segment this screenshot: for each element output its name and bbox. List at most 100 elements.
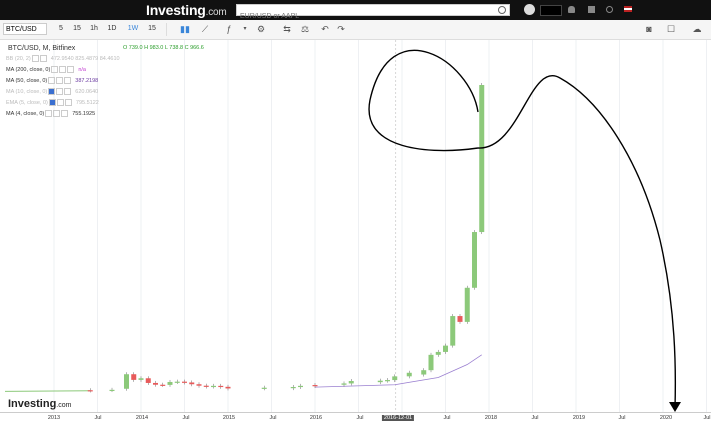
balance-icon[interactable]: ⚖ — [300, 24, 310, 34]
candle[interactable] — [189, 382, 195, 385]
indicator-label: MA (4, close, 0) — [6, 110, 45, 117]
redo-icon[interactable]: ↷ — [337, 24, 345, 34]
candle[interactable] — [392, 376, 398, 381]
portfolio-icon[interactable] — [588, 6, 595, 13]
us-flag-icon[interactable] — [624, 6, 632, 12]
candle[interactable] — [109, 389, 115, 392]
ma-line — [314, 354, 482, 388]
candle[interactable] — [479, 85, 485, 233]
clock-icon[interactable] — [606, 6, 613, 13]
indicators-icon[interactable]: ƒ — [226, 24, 232, 34]
x-cursor-label: 2016-12-01 — [381, 415, 415, 421]
candle[interactable] — [167, 381, 173, 385]
candle[interactable] — [138, 378, 144, 380]
settings-icon[interactable]: ⚙ — [256, 24, 266, 34]
cloud-icon[interactable]: ☁ — [692, 24, 702, 34]
x-tick-label: Jul — [269, 415, 277, 421]
timeframe-1d[interactable]: 1D — [107, 25, 117, 32]
drawn-arrow-annotation — [477, 74, 677, 409]
price-chart[interactable] — [0, 40, 711, 412]
x-tick-label: 2019 — [572, 415, 586, 421]
camera-icon[interactable]: ◙ — [646, 24, 652, 34]
candle[interactable] — [124, 374, 129, 389]
search-icon[interactable] — [498, 6, 506, 14]
x-tick-label: 2015 — [222, 415, 236, 421]
divider — [166, 23, 167, 36]
x-axis[interactable]: 2013 Jul 2014 Jul 2015 Jul 2016 Jul 2016… — [0, 412, 711, 425]
x-tick-label: 2016 — [309, 415, 323, 421]
x-tick-label: Jul — [182, 415, 190, 421]
candle[interactable] — [435, 351, 441, 355]
candle[interactable] — [428, 354, 434, 371]
candle[interactable] — [348, 381, 354, 384]
search-box[interactable] — [236, 4, 510, 22]
indicator-ma4[interactable]: MA (4, close, 0) 755.1925 — [6, 110, 95, 117]
x-tick-label: Jul — [443, 415, 451, 421]
x-tick-label: 2020 — [659, 415, 673, 421]
timeframe-15[interactable]: 15 — [73, 25, 81, 32]
x-tick-label: Jul — [531, 415, 539, 421]
indicator-label: BB (20, 2) — [6, 55, 31, 62]
candle[interactable] — [341, 383, 347, 385]
candle[interactable] — [472, 232, 477, 288]
indicator-value: 795.5122 — [75, 99, 99, 106]
indicator-bb[interactable]: BB (20, 2) 472.9540 825.4879 84.4610 — [6, 55, 120, 62]
candle[interactable] — [298, 385, 303, 388]
candle[interactable] — [457, 316, 463, 322]
ohlc-values: O 739.0 H 983.0 L 738.8 C 966.6 — [123, 45, 204, 51]
arrow-head-icon — [669, 402, 681, 412]
timeframe-1w[interactable]: 1W — [127, 25, 139, 32]
x-tick-label: Jul — [703, 415, 711, 421]
candle[interactable] — [182, 381, 187, 383]
early-price-line — [4, 390, 91, 392]
indicator-ma10[interactable]: MA (10, close, 0) 620.0640 — [6, 88, 98, 95]
indicator-label: MA (200, close, 0) — [6, 66, 51, 73]
candle[interactable] — [218, 385, 224, 388]
candle[interactable] — [406, 372, 412, 377]
x-tick-label: Jul — [618, 415, 626, 421]
timeframe-5[interactable]: 5 — [59, 25, 63, 32]
line-chart-icon[interactable]: ⟋ — [201, 24, 209, 34]
x-tick-label: Jul — [356, 415, 364, 421]
indicator-ma50[interactable]: MA (50, close, 0) 387.2198 — [6, 77, 98, 84]
x-tick-label: 2013 — [47, 415, 61, 421]
candle[interactable] — [196, 384, 202, 386]
candle[interactable] — [290, 386, 296, 389]
candle[interactable] — [385, 380, 390, 382]
symbol-input[interactable]: BTC/USD — [3, 23, 47, 35]
candle[interactable] — [211, 385, 216, 388]
candle[interactable] — [312, 385, 318, 387]
dropdown-icon[interactable]: ▾ — [243, 26, 247, 32]
indicator-ema5[interactable]: EMA (5, close, 0) 795.5122 — [6, 99, 99, 106]
top-header: Investing.com — [0, 0, 711, 22]
candle[interactable] — [160, 384, 166, 386]
candle[interactable] — [174, 381, 180, 383]
timeframe-dropdown[interactable]: 15 — [148, 25, 156, 32]
candle[interactable] — [261, 387, 267, 389]
timeframe-1h[interactable]: 1h — [90, 25, 98, 32]
x-tick-label: 2018 — [484, 415, 498, 421]
candle[interactable] — [377, 380, 383, 383]
candle[interactable] — [145, 378, 151, 383]
candles-icon[interactable]: ▮▮ — [180, 24, 190, 34]
compare-icon[interactable]: ⇆ — [283, 24, 291, 34]
candle[interactable] — [421, 370, 427, 375]
layout-icon[interactable]: ☐ — [666, 24, 676, 34]
candle[interactable] — [464, 287, 470, 322]
search-input[interactable] — [237, 11, 493, 22]
candle[interactable] — [450, 316, 456, 346]
bell-icon[interactable] — [568, 6, 575, 13]
candle[interactable] — [203, 385, 209, 387]
investing-logo[interactable]: Investing.com — [146, 2, 227, 18]
username-redacted[interactable] — [540, 5, 562, 16]
indicator-ma200[interactable]: MA (200, close, 0) n/a — [6, 66, 86, 73]
candle[interactable] — [87, 390, 93, 392]
candle[interactable] — [153, 382, 158, 385]
candle[interactable] — [443, 345, 448, 352]
candle[interactable] — [225, 386, 231, 389]
candle[interactable] — [131, 374, 137, 380]
undo-icon[interactable]: ↶ — [321, 24, 329, 34]
avatar[interactable] — [524, 4, 535, 15]
indicator-value: 472.9540 825.4879 84.4610 — [50, 55, 120, 62]
indicator-value: 620.0640 — [75, 88, 99, 95]
